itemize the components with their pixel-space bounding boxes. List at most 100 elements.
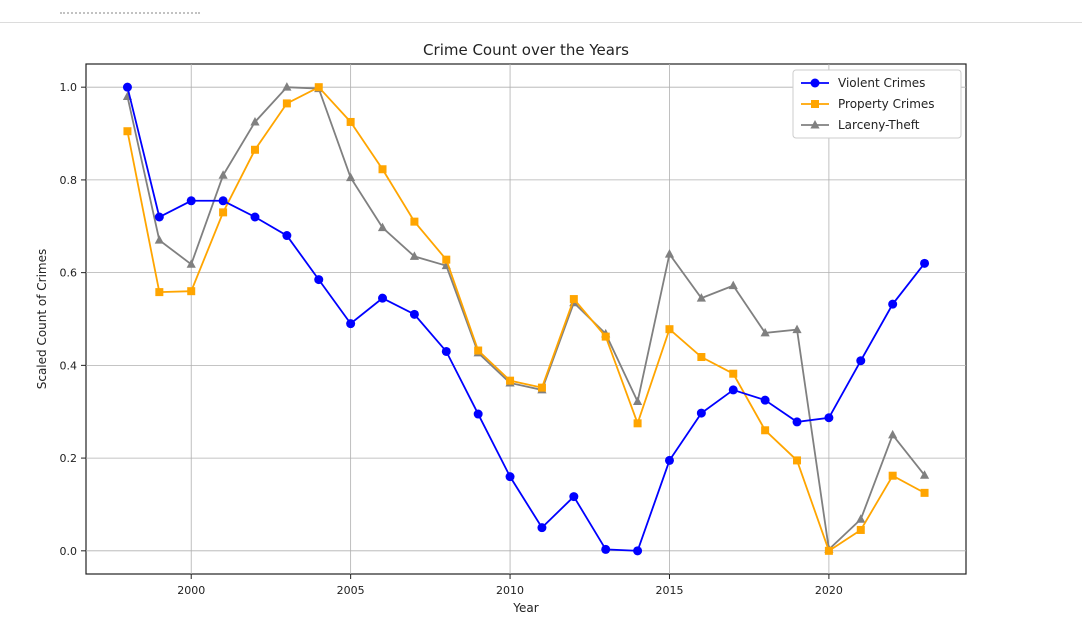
data-point <box>664 249 675 258</box>
data-point <box>282 231 292 241</box>
data-point <box>665 325 674 334</box>
data-point <box>697 353 706 362</box>
data-point <box>314 275 324 285</box>
data-point <box>793 456 802 465</box>
data-point <box>123 127 132 136</box>
data-point <box>856 525 865 534</box>
data-point <box>633 546 643 556</box>
axis-ticks: 2000 2005 2010 2015 2020 0.0 0.2 0.4 0.6 0.8 1.0 <box>60 81 843 597</box>
top-divider <box>0 22 1082 23</box>
data-point <box>155 288 164 297</box>
data-point <box>920 488 929 497</box>
series-line <box>126 86 925 553</box>
grid-lines <box>86 64 966 574</box>
x-axis-label: Year <box>512 601 538 615</box>
series-layer <box>122 82 930 556</box>
data-point <box>187 287 196 296</box>
x-tick-label: 2020 <box>815 584 843 597</box>
data-point <box>888 429 898 439</box>
data-point <box>250 212 260 222</box>
series-line <box>126 86 926 552</box>
data-point <box>569 492 579 502</box>
data-point <box>186 259 196 268</box>
data-point <box>919 470 930 479</box>
data-point <box>442 255 451 264</box>
data-point <box>792 417 802 427</box>
y-tick-label: 0.6 <box>60 267 78 280</box>
data-point <box>856 356 866 366</box>
data-point <box>346 172 356 182</box>
data-point <box>474 346 483 355</box>
data-point <box>601 332 610 341</box>
data-point <box>122 82 132 92</box>
data-point <box>409 251 420 260</box>
y-tick-label: 0.8 <box>60 174 78 187</box>
data-point <box>377 222 388 232</box>
legend: Violent Crimes Property Crimes Larceny-The… <box>792 69 962 139</box>
y-tick-label: 0.0 <box>60 545 78 558</box>
cropped-header-text <box>60 12 200 20</box>
data-point <box>632 396 643 406</box>
data-point <box>696 408 706 418</box>
series-violent-crimes <box>122 82 930 556</box>
legend-label: Property Crimes <box>838 97 935 111</box>
legend-marker <box>811 100 819 108</box>
y-tick-label: 0.4 <box>60 359 78 372</box>
data-point <box>856 514 866 523</box>
data-point <box>410 217 419 226</box>
data-point <box>761 426 770 435</box>
data-point <box>920 258 930 268</box>
data-point <box>760 327 770 337</box>
plot-area <box>85 63 967 575</box>
data-point <box>601 544 611 554</box>
data-point <box>792 324 802 334</box>
data-point <box>218 170 228 179</box>
data-point <box>346 117 355 126</box>
series-property-crimes <box>123 83 929 555</box>
data-point <box>282 82 292 91</box>
data-point <box>888 471 897 480</box>
chart-title: Crime Count over the Years <box>423 41 629 59</box>
data-point <box>250 145 259 154</box>
data-point <box>441 346 451 356</box>
data-point <box>888 299 898 309</box>
data-point <box>505 472 515 482</box>
data-point <box>506 376 515 385</box>
legend-item: Property Crimes <box>801 97 935 111</box>
x-tick-label: 2015 <box>655 584 683 597</box>
data-point <box>473 409 483 419</box>
x-tick-label: 2005 <box>337 584 365 597</box>
data-point <box>154 235 164 244</box>
legend-label: Larceny-Theft <box>838 118 920 132</box>
data-point <box>218 196 228 206</box>
data-point <box>569 295 578 304</box>
data-point <box>729 369 738 378</box>
data-point <box>728 280 738 290</box>
x-tick-label: 2010 <box>496 584 524 597</box>
data-point <box>537 523 547 533</box>
data-point <box>664 455 674 465</box>
data-point <box>633 419 642 428</box>
y-tick-label: 1.0 <box>60 81 78 94</box>
data-point <box>314 83 323 92</box>
y-axis-label: Scaled Count of Crimes <box>35 249 49 390</box>
data-point <box>824 546 833 555</box>
legend-box <box>792 69 962 139</box>
data-point <box>346 319 356 329</box>
data-point <box>696 293 706 302</box>
y-tick-label: 0.2 <box>60 452 78 465</box>
legend-item: Larceny-Theft <box>801 118 920 132</box>
legend-item: Violent Crimes <box>801 76 925 90</box>
legend-marker <box>810 120 820 129</box>
data-point <box>537 383 546 392</box>
data-point <box>728 385 738 395</box>
data-point <box>250 116 260 126</box>
legend-label: Violent Crimes <box>838 76 925 90</box>
x-tick-label: 2000 <box>177 584 205 597</box>
data-point <box>378 165 387 174</box>
data-point <box>409 309 419 319</box>
data-point <box>760 395 770 405</box>
data-point <box>186 196 196 206</box>
data-point <box>219 208 228 217</box>
